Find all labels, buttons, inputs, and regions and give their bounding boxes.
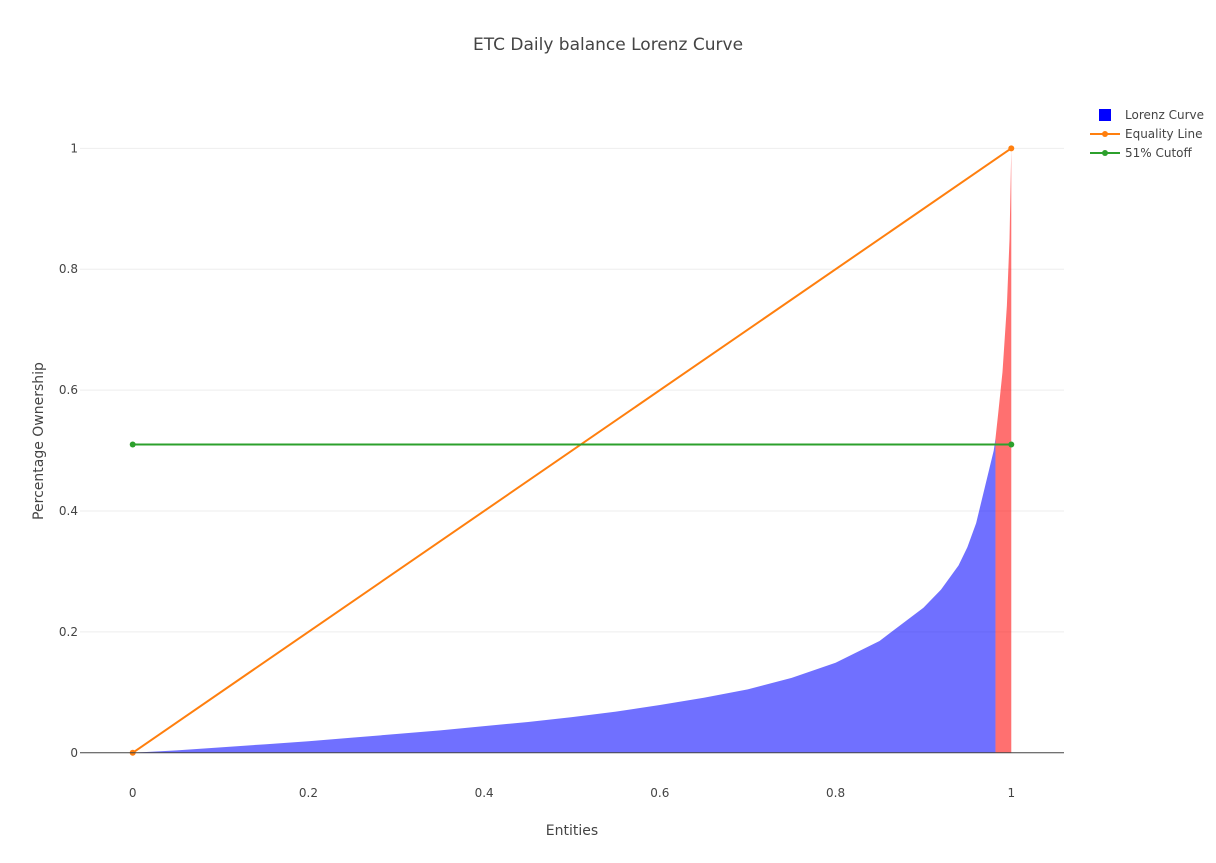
grid bbox=[80, 147, 1064, 633]
legend-item-equality-line[interactable]: Equality Line bbox=[1090, 127, 1202, 141]
x-tick-label: 0.2 bbox=[299, 786, 318, 800]
lorenz-area-main[interactable] bbox=[132, 438, 996, 753]
chart-title: ETC Daily balance Lorenz Curve bbox=[473, 35, 743, 55]
x-tick-label: 0 bbox=[129, 786, 137, 800]
x-tick-label: 0.6 bbox=[650, 786, 669, 800]
legend-item-51-cutoff[interactable]: 51% Cutoff bbox=[1090, 146, 1193, 160]
x-tick-label: 1 bbox=[1007, 786, 1015, 800]
equality-line-line[interactable] bbox=[132, 147, 1012, 754]
legend-marker bbox=[1102, 150, 1108, 156]
51-cutoff-point[interactable] bbox=[1008, 441, 1015, 448]
equality-line-point[interactable] bbox=[1008, 145, 1015, 152]
x-axis-title: Entities bbox=[546, 823, 598, 839]
legend-label: Lorenz Curve bbox=[1125, 108, 1204, 122]
51-cutoff-point[interactable] bbox=[129, 441, 136, 448]
legend-label: 51% Cutoff bbox=[1125, 146, 1193, 160]
y-tick-label: 0.6 bbox=[59, 383, 78, 397]
x-tick-label: 0.8 bbox=[826, 786, 845, 800]
legend-item-lorenz-curve[interactable]: Lorenz Curve bbox=[1099, 108, 1204, 122]
legend[interactable]: Lorenz Curve Equality Line 51% Cutoff bbox=[1090, 108, 1204, 160]
series-lines bbox=[129, 145, 1015, 756]
legend-label: Equality Line bbox=[1125, 127, 1202, 141]
axes: 0 0.2 0.4 0.6 0.8 1 0 0.2 0.4 0.6 0.8 1 bbox=[59, 141, 1064, 800]
y-tick-label: 0.2 bbox=[59, 625, 78, 639]
lorenz-area-top-holders[interactable] bbox=[995, 148, 1012, 753]
y-axis-title: Percentage Ownership bbox=[31, 362, 47, 520]
legend-marker bbox=[1102, 131, 1108, 137]
y-tick-label: 0.8 bbox=[59, 262, 78, 276]
legend-swatch bbox=[1099, 109, 1111, 121]
x-tick-label: 0.4 bbox=[475, 786, 494, 800]
y-tick-label: 0.4 bbox=[59, 504, 78, 518]
lorenz-area bbox=[132, 148, 1012, 753]
y-tick-label: 1 bbox=[70, 141, 78, 155]
y-tick-label: 0 bbox=[70, 746, 78, 760]
